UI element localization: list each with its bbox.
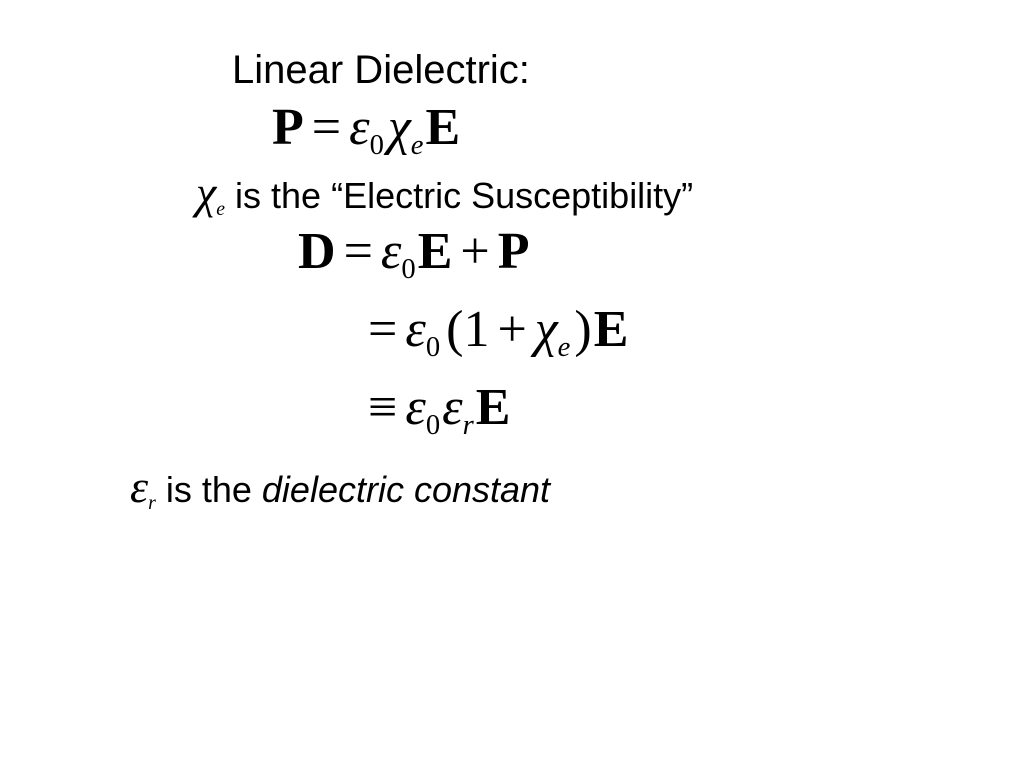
num-one: 1 <box>463 301 489 358</box>
sym-epsilon: ε <box>440 379 463 436</box>
sub-zero: 0 <box>370 130 384 161</box>
sym-E: E <box>592 301 629 358</box>
op-equiv: ≡ <box>368 379 405 436</box>
sub-zero: 0 <box>426 332 440 363</box>
equation-displacement-2: =ε0(1+χe)E <box>368 300 628 364</box>
sym-E: E <box>474 379 511 436</box>
sym-epsilon: ε <box>381 223 402 280</box>
sym-E: E <box>416 223 453 280</box>
sub-e: e <box>411 130 424 161</box>
caption-dc-text-plain: is the <box>156 469 262 510</box>
sym-E: E <box>423 99 460 156</box>
sym-epsilon: ε <box>405 301 426 358</box>
sym-chi: χ <box>384 99 411 156</box>
equation-displacement-3: ≡ε0εrE <box>368 378 510 442</box>
sym-P: P <box>498 223 530 280</box>
op-equals: = <box>336 223 381 280</box>
sym-P: P <box>272 99 304 156</box>
equation-polarization: P=ε0χeE <box>272 98 460 162</box>
sym-chi-caption: χ <box>196 167 216 218</box>
sub-r: r <box>463 410 474 441</box>
caption-dc-text-ital: dielectric constant <box>262 469 550 510</box>
slide: Linear Dielectric: P=ε0χeE χe is the “El… <box>0 0 1024 768</box>
sub-r-caption: r <box>148 492 156 514</box>
sub-zero: 0 <box>426 410 440 441</box>
op-equals: = <box>304 99 349 156</box>
caption-susceptibility: χe is the “Electric Susceptibility” <box>196 166 693 221</box>
op-equals: = <box>368 301 405 358</box>
caption-susceptibility-text: is the “Electric Susceptibility” <box>225 175 693 216</box>
equation-displacement-1: D=ε0E+P <box>298 222 529 286</box>
op-plus: + <box>452 223 497 280</box>
slide-title: Linear Dielectric: <box>232 48 530 93</box>
sym-epsilon: ε <box>349 99 370 156</box>
paren-left: ( <box>440 301 463 358</box>
sym-epsilon-caption: ε <box>130 461 148 512</box>
sub-zero: 0 <box>401 254 415 285</box>
sym-chi: χ <box>535 301 558 358</box>
op-plus: + <box>489 301 534 358</box>
sub-e: e <box>558 332 571 363</box>
paren-right: ) <box>570 301 591 358</box>
sym-D: D <box>298 223 336 280</box>
sub-e-caption: e <box>216 198 225 220</box>
caption-dielectric-constant: εr is the dielectric constant <box>130 460 550 515</box>
sym-epsilon: ε <box>405 379 426 436</box>
